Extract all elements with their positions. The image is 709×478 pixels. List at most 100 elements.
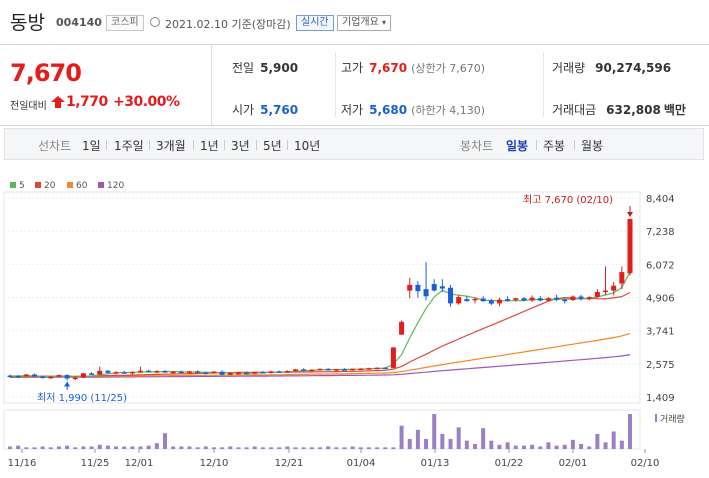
tab-line-chart[interactable]: 선차트	[38, 139, 72, 153]
volume-bar	[489, 440, 494, 449]
volume-bar	[334, 447, 339, 449]
volume-bar	[146, 445, 151, 449]
y-tick-label: 7,238	[646, 227, 675, 238]
change-label: 전일대비	[10, 101, 47, 112]
candle-body	[586, 297, 592, 299]
x-tick-label: 02/10	[631, 458, 660, 469]
candle-body	[554, 297, 560, 300]
stock-header: 동방 004140 코스피 2021.02.10 기준(장마감) 실시간 기업개…	[0, 0, 709, 44]
candle-body	[537, 298, 543, 301]
divider	[149, 140, 150, 150]
divider	[574, 140, 575, 150]
low-value: 5,680	[369, 103, 408, 117]
volume-bar	[285, 446, 290, 449]
company-overview-label: 기업개요	[342, 17, 379, 28]
volume-bar	[358, 447, 363, 449]
chart-period-tabs: 선차트 1일 1주일 3개월 1년 3년 5년 10년 봉차트 일봉 주봉 월봉	[4, 128, 704, 160]
tab-1year[interactable]: 1년	[200, 139, 219, 153]
upper-limit: (상한가 7,670)	[411, 62, 485, 75]
realtime-button[interactable]: 실시간	[296, 15, 334, 31]
candle-body	[374, 367, 380, 370]
volume-bar	[375, 447, 380, 449]
candle-body	[170, 371, 176, 374]
candle-body	[480, 298, 486, 302]
high-price: 고가 7,670 (상한가 7,670)	[341, 59, 485, 76]
volume-bar	[587, 446, 592, 449]
divider	[287, 140, 288, 150]
candle-body	[496, 299, 502, 304]
quote-panel: 7,670 전일대비 1,770 +30.00% 전일 5,900 시가 5,760…	[0, 44, 709, 126]
volume-bar	[277, 447, 282, 449]
volume-bar	[24, 447, 29, 449]
volume-bar	[603, 442, 608, 449]
candle-body	[154, 371, 160, 373]
tab-5year[interactable]: 5년	[263, 139, 282, 153]
volume-bar	[579, 444, 584, 449]
candle-body	[89, 373, 95, 375]
volume-bar	[326, 446, 331, 449]
volume-bar	[171, 446, 176, 449]
candle-body	[333, 369, 339, 371]
candle-body	[178, 371, 184, 374]
legend-label: 20	[44, 181, 56, 191]
open-price: 시가 5,760	[232, 101, 298, 118]
volume-bar	[40, 446, 45, 449]
tab-3month[interactable]: 3개월	[156, 139, 186, 153]
high-label: 고가	[341, 61, 364, 75]
tab-3year[interactable]: 3년	[231, 139, 250, 153]
legend-label: 120	[107, 181, 125, 191]
tab-10year[interactable]: 10년	[294, 139, 321, 153]
ma120-line	[10, 354, 631, 378]
legend-swatch	[98, 182, 104, 188]
candle-body	[521, 298, 527, 301]
legend-swatch	[35, 182, 41, 188]
y-tick-label: 4,906	[646, 294, 675, 305]
tab-1week[interactable]: 1주일	[114, 139, 144, 153]
divider	[193, 140, 194, 150]
tab-daily[interactable]: 일봉	[506, 139, 529, 153]
volume-bar	[301, 447, 306, 449]
clock-icon	[150, 17, 160, 27]
legend-ma60: 60	[67, 181, 87, 191]
volume-bar	[595, 434, 600, 449]
prev-value: 5,900	[260, 61, 299, 75]
volume-bar	[73, 447, 78, 449]
candle-body	[105, 370, 111, 373]
volume-bar	[399, 425, 404, 449]
candle-body	[611, 285, 617, 291]
candle-body	[252, 371, 258, 374]
ma60-line	[10, 332, 631, 378]
volume-bar	[366, 447, 371, 449]
y-tick-label: 8,404	[646, 194, 675, 205]
candle-body	[121, 372, 127, 374]
stock-code: 004140	[56, 16, 102, 29]
tab-1day[interactable]: 1일	[82, 139, 101, 153]
candle-body	[227, 373, 233, 375]
legend-ma120: 120	[98, 181, 124, 191]
amount-stat: 거래대금 632,808 백만	[552, 101, 686, 118]
candle-body	[390, 347, 396, 368]
volume-bar	[513, 445, 518, 449]
candle-body	[382, 367, 388, 370]
x-tick-label: 01/04	[347, 458, 376, 469]
ma20-line	[9, 291, 631, 377]
tab-monthly[interactable]: 월봉	[581, 139, 604, 153]
candle-body	[545, 298, 551, 301]
low-annotation: 최저 1,990 (11/25)	[37, 392, 127, 404]
tab-candle-chart[interactable]: 봉차트	[460, 139, 494, 153]
volume-bar	[473, 444, 477, 449]
x-tick-label: 11/16	[8, 458, 37, 469]
candle-body	[309, 369, 315, 372]
candle-body	[129, 371, 135, 374]
company-overview-dropdown[interactable]: 기업개요 ▾	[337, 15, 392, 31]
low-arrowhead	[64, 381, 71, 387]
y-tick-label: 2,575	[646, 360, 675, 371]
high-value: 7,670	[369, 61, 408, 75]
price-box: 7,670 전일대비 1,770 +30.00%	[0, 45, 212, 126]
tab-weekly[interactable]: 주봉	[543, 139, 566, 153]
candle-body	[138, 370, 144, 373]
volume-bar	[407, 439, 412, 449]
volume-bar	[211, 447, 216, 449]
volume-bar	[440, 434, 445, 449]
volume-bar	[56, 446, 61, 449]
